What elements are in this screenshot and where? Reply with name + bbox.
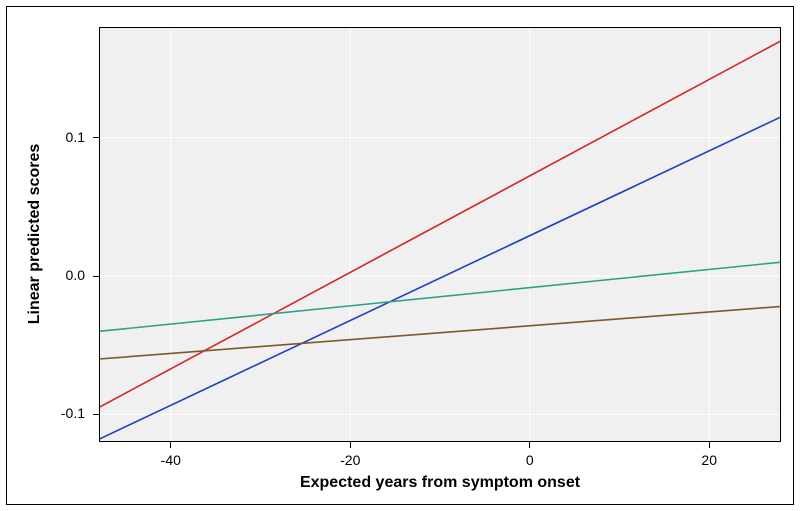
x-tick-label: 0 [500,452,560,468]
x-tick-mark [529,442,530,448]
x-tick-label: 20 [679,452,739,468]
y-tick-label: -0.1 [61,405,85,421]
y-tick-mark [93,276,99,277]
x-tick-label: -40 [141,452,201,468]
x-axis-label: Expected years from symptom onset [240,474,640,492]
x-tick-label: -20 [320,452,380,468]
x-tick-mark [709,442,710,448]
x-tick-mark [350,442,351,448]
chart-frame: Linear predicted scores Expected years f… [6,6,794,505]
y-tick-label: 0.1 [66,129,85,145]
y-tick-mark [93,137,99,138]
y-tick-mark [93,414,99,415]
y-tick-label: 0.0 [66,267,85,283]
x-tick-mark [170,442,171,448]
line-chart-plot [99,27,781,442]
y-axis-label: Linear predicted scores [26,134,44,334]
